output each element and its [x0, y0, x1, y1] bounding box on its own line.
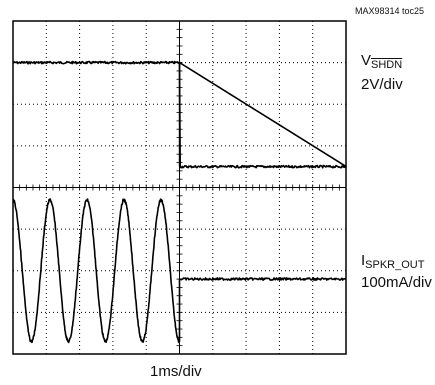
x-scale-label: 1ms/div	[150, 363, 202, 380]
figure-id-label: MAX98314 toc25	[355, 6, 425, 16]
series-2-name: ISPKR_OUT	[361, 252, 425, 271]
series-2-burst	[12, 198, 181, 344]
series-2-scale: 100mA/div	[361, 274, 432, 291]
traces	[12, 60, 347, 344]
series-1-name: VSHDN	[361, 52, 403, 71]
series-2-flat	[178, 277, 347, 342]
series-1-scale: 2V/div	[361, 76, 403, 93]
